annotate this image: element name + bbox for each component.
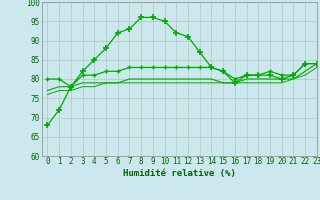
X-axis label: Humidité relative (%): Humidité relative (%): [123, 169, 236, 178]
